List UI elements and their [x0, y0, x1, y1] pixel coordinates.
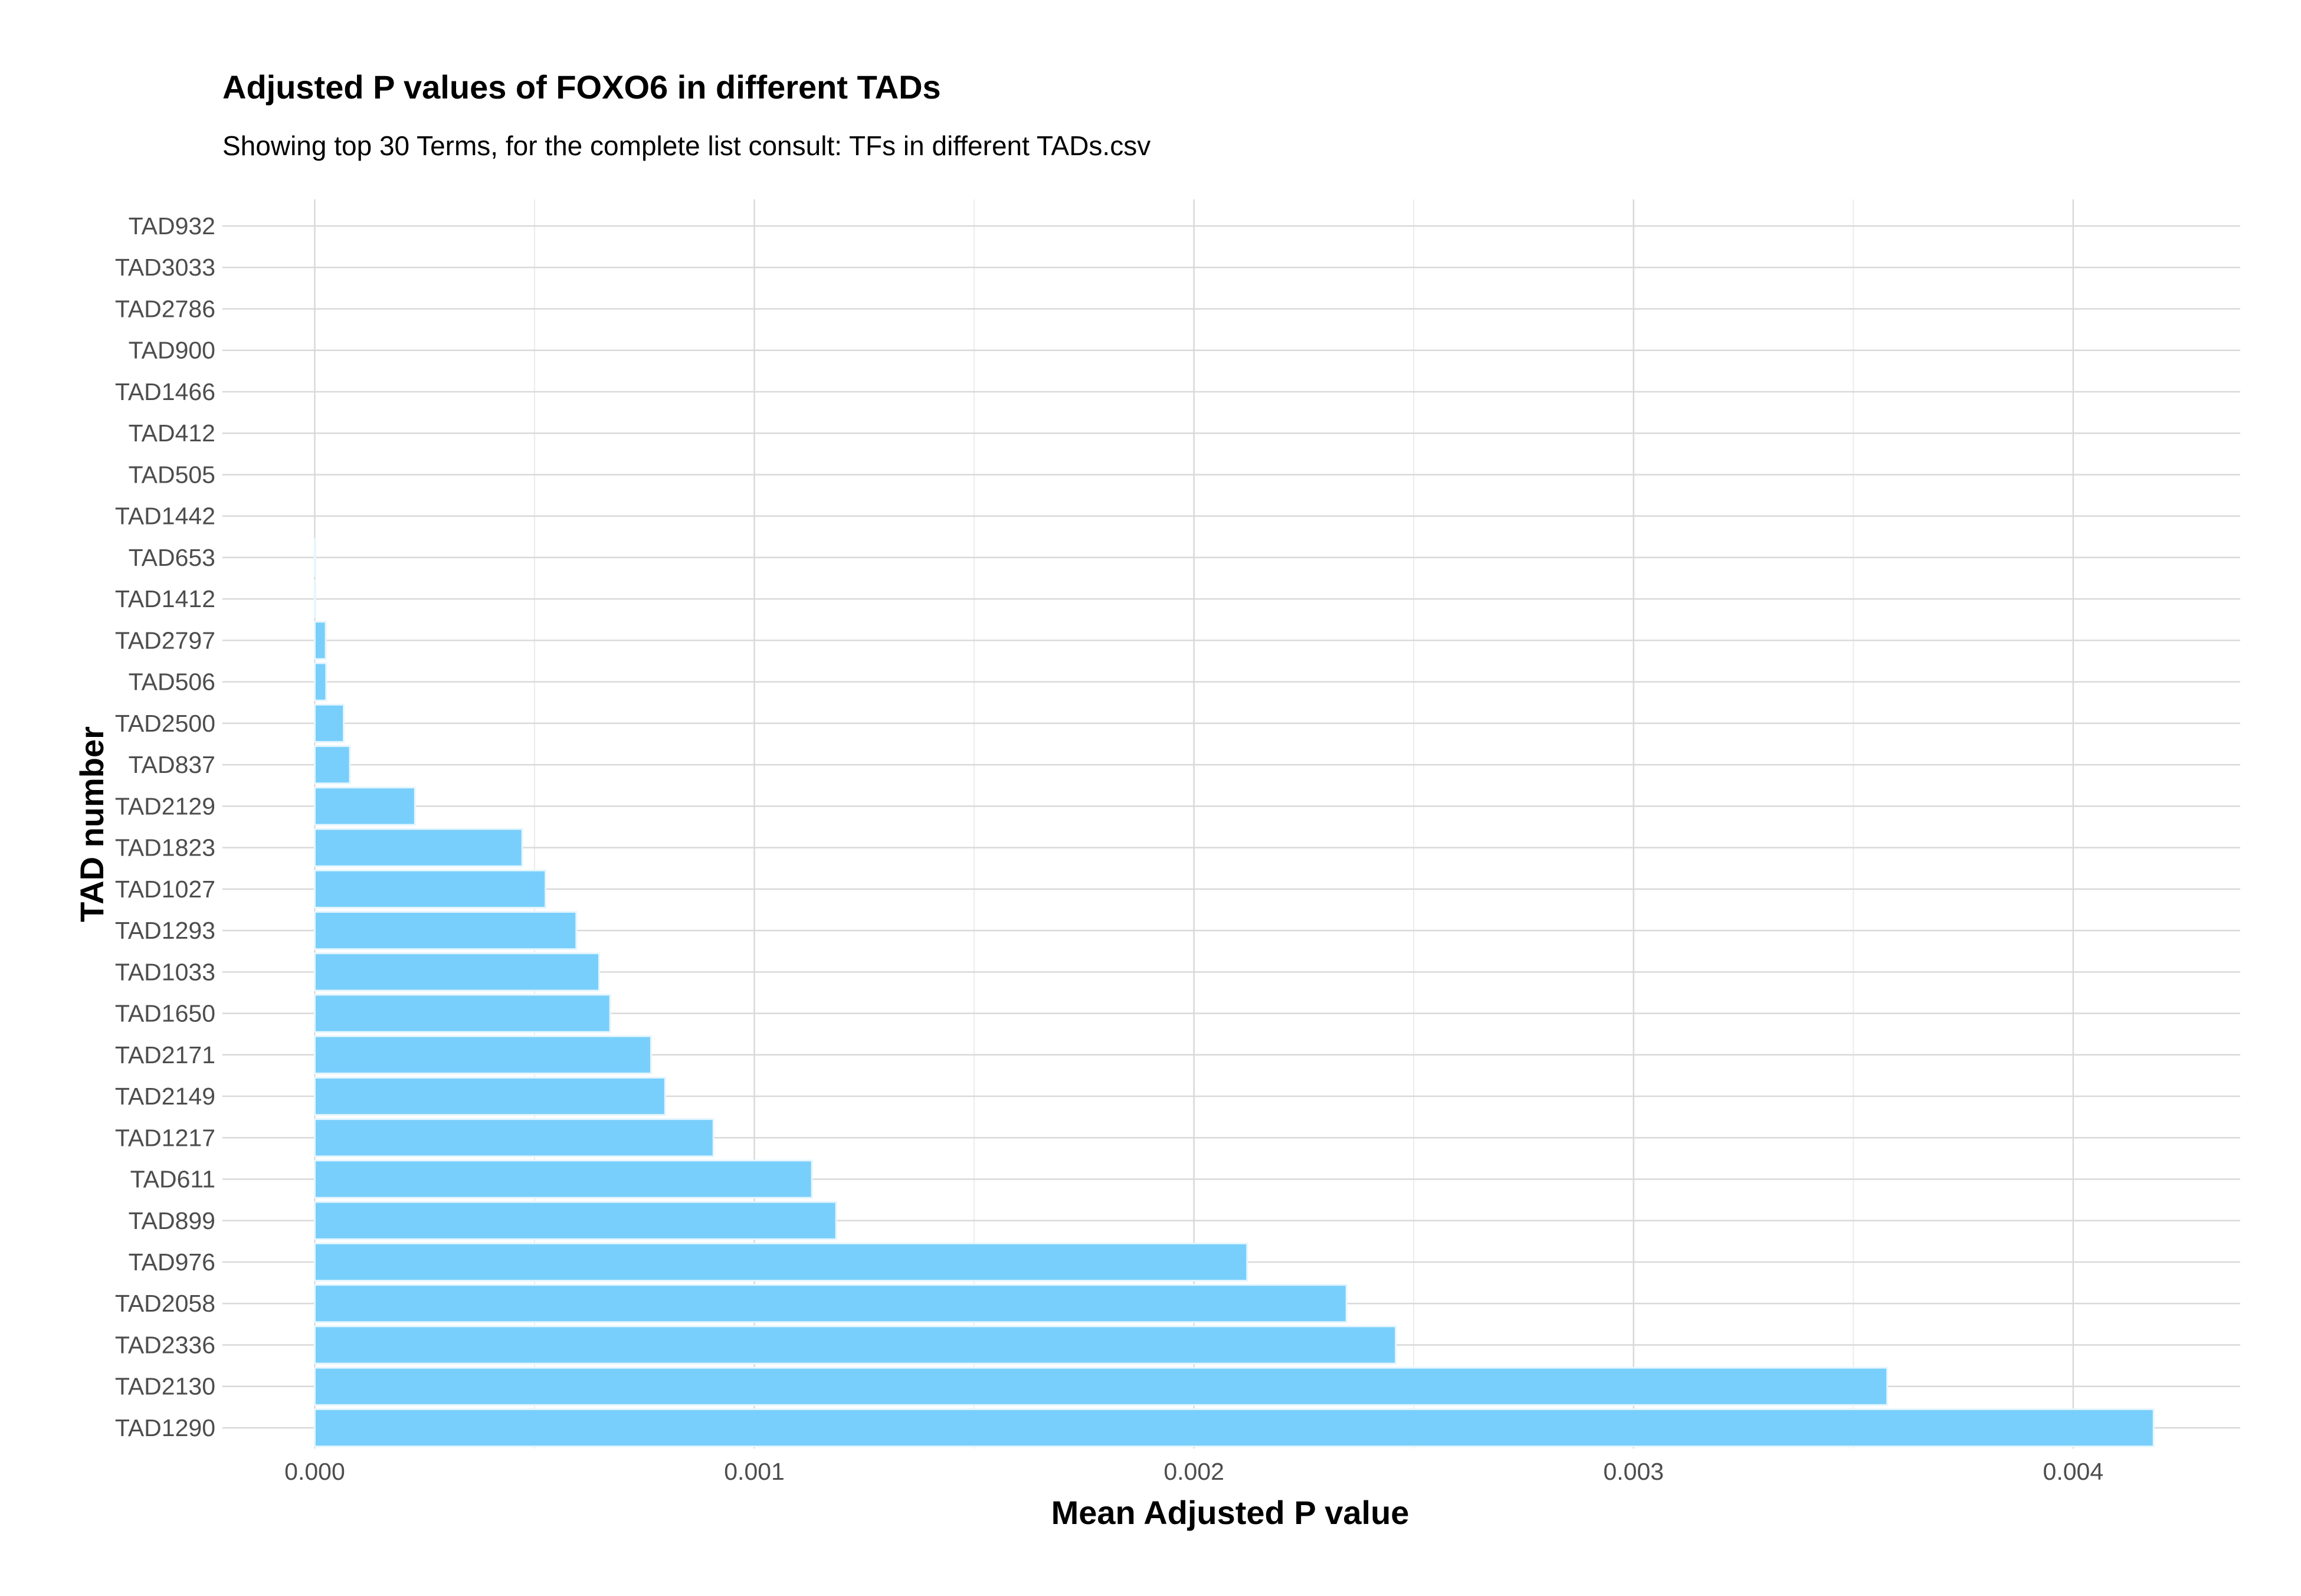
chart-subtitle: Showing top 30 Terms, for the complete l… [222, 130, 1150, 161]
x-tick-label: 0.002 [1163, 1458, 1224, 1485]
bar-tad2058 [313, 1284, 1348, 1323]
bar-tad976 [313, 1242, 1248, 1282]
bar-tad2149 [313, 1076, 666, 1116]
bar-tad2500 [313, 703, 345, 743]
y-tick-label: TAD2130 [115, 1373, 215, 1400]
y-tick-label: TAD976 [129, 1248, 215, 1276]
y-tick-label: TAD2797 [115, 627, 215, 654]
bar-tad506 [313, 662, 327, 702]
y-tick-label: TAD1293 [115, 917, 215, 944]
y-axis-title: TAD number [73, 726, 110, 922]
y-tick-label: TAD1217 [115, 1124, 215, 1151]
bar-tad1412 [313, 579, 316, 619]
x-tick-labels: 0.000 0.001 0.002 0.003 0.004 [284, 1458, 2103, 1485]
y-tick-label: TAD1027 [115, 876, 215, 903]
bar-tad2171 [313, 1035, 652, 1074]
chart-title: Adjusted P values of FOXO6 in different … [222, 68, 941, 106]
bars [313, 538, 2155, 1448]
y-tick-label: TAD3033 [115, 254, 215, 281]
y-tick-label: TAD611 [130, 1166, 215, 1193]
y-tick-label: TAD2336 [115, 1331, 215, 1358]
y-tick-label: TAD2058 [115, 1290, 215, 1317]
y-tick-label: TAD932 [129, 212, 215, 240]
y-tick-label: TAD2786 [115, 295, 215, 322]
y-tick-label: TAD653 [129, 544, 215, 571]
bar-tad837 [313, 745, 351, 785]
bar-tad2797 [313, 621, 327, 660]
x-tick-label: 0.001 [724, 1458, 785, 1485]
bar-tad653 [313, 538, 316, 578]
y-tick-label: TAD837 [129, 751, 215, 778]
bar-tad2336 [313, 1325, 1397, 1365]
y-tick-label: TAD506 [129, 668, 215, 696]
x-tick-label: 0.004 [2043, 1458, 2104, 1485]
bar-tad1033 [313, 952, 601, 992]
bar-tad1027 [313, 869, 547, 909]
y-tick-label: TAD1290 [115, 1414, 215, 1441]
x-axis-title: Mean Adjusted P value [1051, 1494, 1410, 1531]
y-tick-label: TAD2149 [115, 1083, 215, 1110]
bar-tad1290 [313, 1408, 2155, 1448]
y-tick-label: TAD1823 [115, 834, 215, 861]
x-tick-label: 0.000 [284, 1458, 345, 1485]
y-tick-label: TAD1466 [115, 378, 215, 405]
y-tick-labels: TAD932 TAD3033 TAD2786 TAD900 TAD1466 TAD412 T… [115, 212, 215, 1441]
bar-tad899 [313, 1201, 837, 1240]
y-tick-label: TAD1650 [115, 1000, 215, 1027]
y-tick-label: TAD900 [129, 337, 215, 364]
y-tick-label: TAD505 [129, 461, 215, 488]
bar-tad1650 [313, 994, 611, 1033]
y-tick-label: TAD1033 [115, 958, 215, 985]
y-tick-label: TAD412 [129, 420, 215, 447]
bar-tad1217 [313, 1118, 714, 1158]
y-tick-label: TAD899 [129, 1207, 215, 1234]
y-tick-label: TAD2129 [115, 792, 215, 820]
bar-tad1293 [313, 910, 578, 951]
y-tick-label: TAD2171 [115, 1041, 215, 1069]
bar-tad611 [313, 1159, 813, 1199]
bar-tad2129 [313, 786, 416, 826]
bar-tad1823 [313, 828, 523, 867]
y-tick-label: TAD2500 [115, 710, 215, 737]
x-tick-label: 0.003 [1603, 1458, 1664, 1485]
bar-tad2130 [313, 1366, 1889, 1406]
y-tick-label: TAD1412 [115, 585, 215, 612]
y-tick-label: TAD1442 [115, 503, 215, 530]
